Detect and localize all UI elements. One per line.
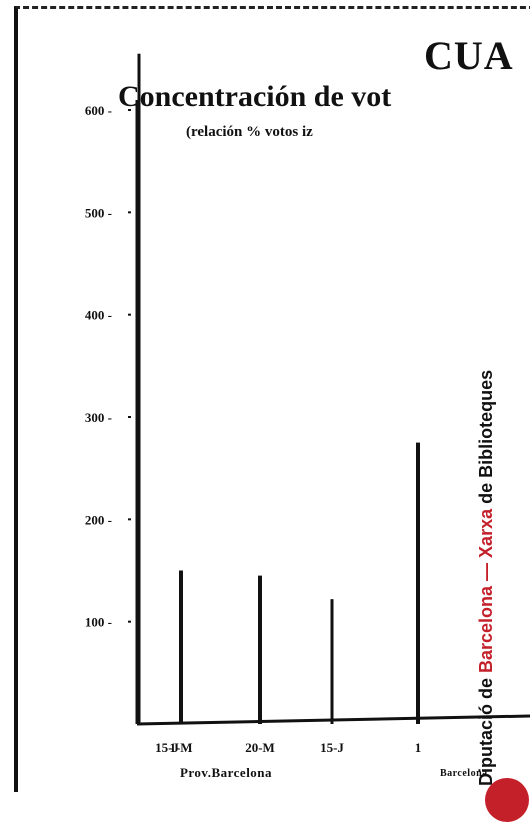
y-tick-label: 400 -: [85, 308, 112, 323]
y-tick-label: 100 -: [85, 615, 112, 630]
chart-title: CUA: [424, 33, 514, 78]
group-label: Prov.Barcelona: [180, 765, 272, 780]
y-tick-label: 600 -: [85, 103, 112, 118]
watermark-prefix: Diputació de: [476, 672, 496, 786]
watermark-suffix: de Biblioteques: [476, 369, 496, 509]
bar: [330, 599, 334, 724]
chart-subtitle: Concentración de vot: [118, 80, 392, 113]
chart-note: (relación % votos iz: [186, 124, 313, 140]
x-tick-label: 20-M: [245, 740, 275, 755]
x-tick-label: 15-J: [320, 740, 344, 755]
x-tick-label: 15-J: [155, 740, 179, 755]
x-tick-label: 1-M: [169, 740, 192, 755]
y-tick-label: 500 -: [85, 205, 112, 220]
scan-frame: [14, 6, 530, 792]
bar: [137, 53, 141, 724]
library-seal-icon: [485, 778, 529, 822]
group-label: Barcelona: [440, 768, 488, 779]
y-tick-label: 200 -: [85, 512, 112, 527]
y-tick-label: 300 -: [85, 410, 112, 425]
watermark-red-part: Barcelona — Xarxa: [476, 508, 496, 673]
bar: [258, 575, 262, 724]
bar-chart: 100 -200 -300 -400 -500 -600 -15-J1-M 20-…: [85, 53, 530, 780]
bar: [179, 570, 183, 724]
bar: [416, 442, 420, 724]
library-watermark: Diputació de Barcelona — Xarxa de Biblio…: [476, 370, 497, 786]
x-tick-label: 1: [415, 740, 422, 755]
